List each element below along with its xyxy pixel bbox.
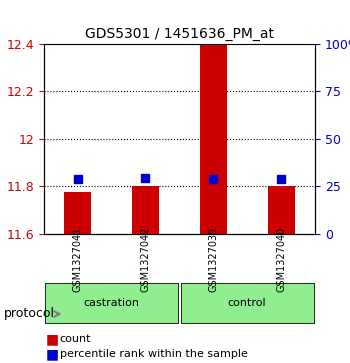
FancyBboxPatch shape — [45, 283, 178, 323]
Title: GDS5301 / 1451636_PM_at: GDS5301 / 1451636_PM_at — [85, 27, 274, 41]
Text: ■: ■ — [46, 347, 59, 361]
Text: GSM1327039: GSM1327039 — [208, 227, 218, 291]
Text: count: count — [60, 334, 91, 344]
Text: castration: castration — [84, 298, 140, 308]
Bar — [267, 187, 295, 234]
Bar — [64, 192, 91, 234]
FancyBboxPatch shape — [113, 283, 178, 323]
Text: protocol: protocol — [4, 307, 55, 321]
FancyBboxPatch shape — [45, 283, 110, 323]
FancyBboxPatch shape — [248, 283, 314, 323]
Text: control: control — [228, 298, 266, 308]
Text: GSM1327041: GSM1327041 — [73, 227, 83, 291]
Text: GSM1327042: GSM1327042 — [140, 227, 150, 292]
Bar — [200, 44, 227, 234]
Text: percentile rank within the sample: percentile rank within the sample — [60, 349, 247, 359]
FancyBboxPatch shape — [181, 283, 314, 323]
Bar — [132, 187, 159, 234]
Text: GSM1327040: GSM1327040 — [276, 227, 286, 291]
Text: ■: ■ — [46, 333, 59, 346]
FancyBboxPatch shape — [181, 283, 246, 323]
